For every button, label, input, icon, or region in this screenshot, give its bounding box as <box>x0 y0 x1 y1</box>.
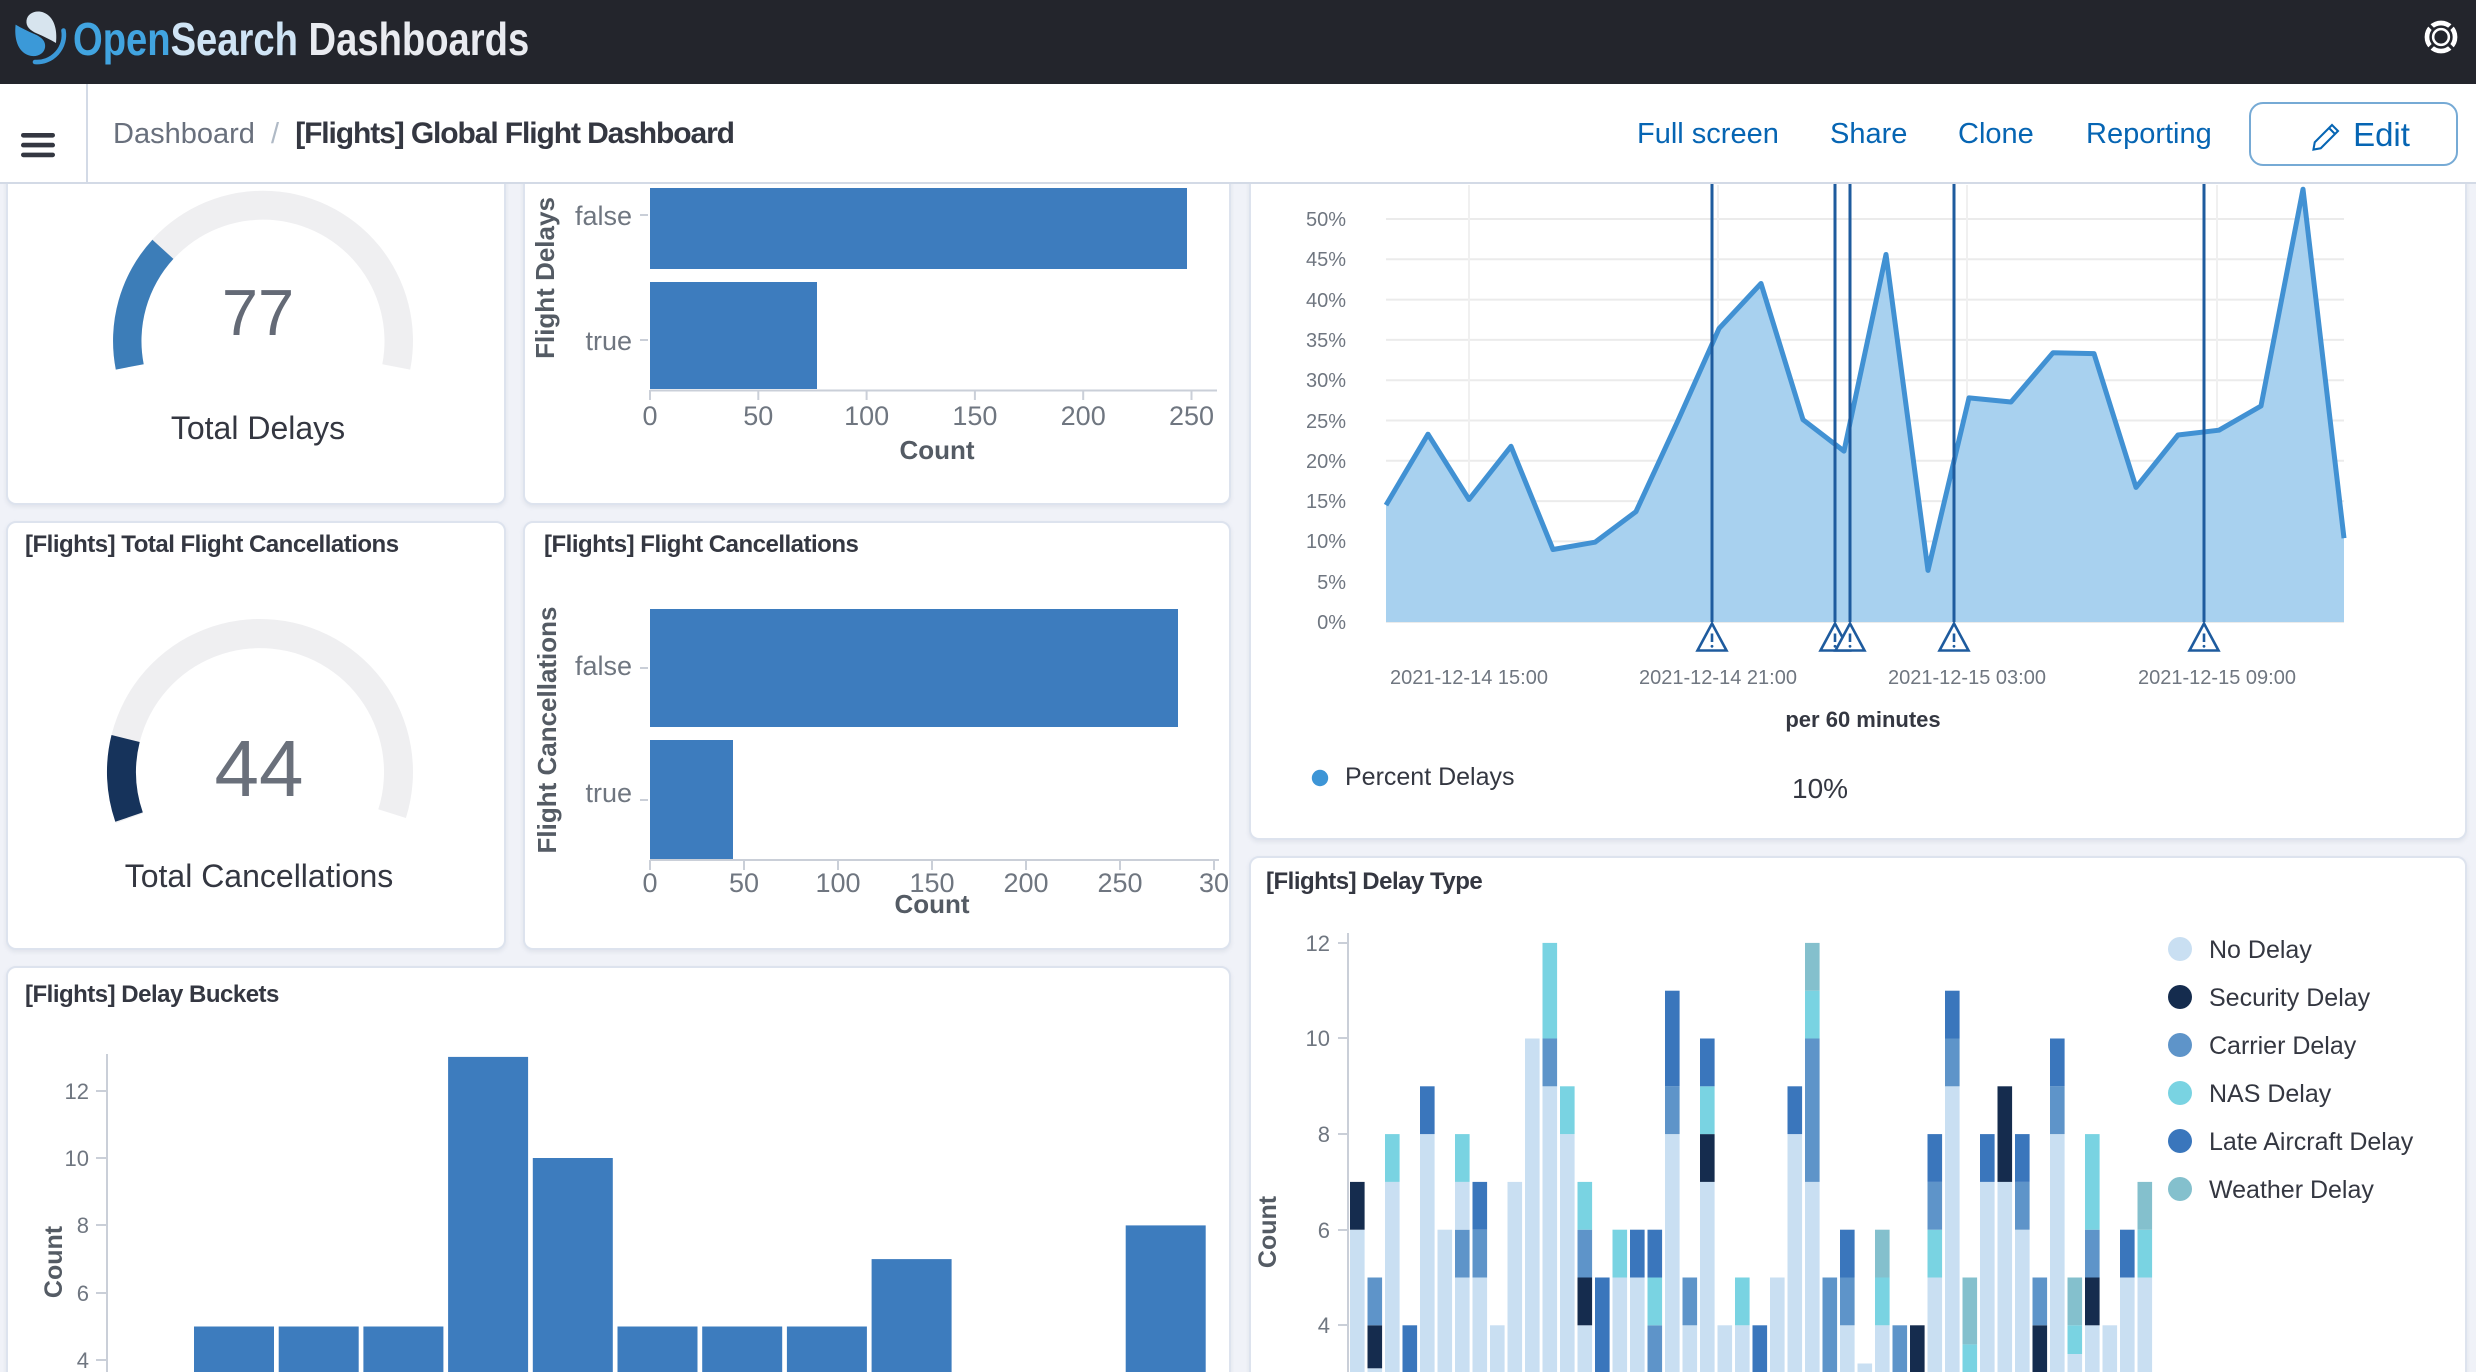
svg-text:30: 30 <box>1199 868 1229 898</box>
svg-text:15%: 15% <box>1306 491 1346 513</box>
svg-text:10%: 10% <box>1792 773 1848 804</box>
svg-text:Count: Count <box>894 889 969 919</box>
svg-text:Weather Delay: Weather Delay <box>2209 1176 2374 1204</box>
svg-text:77: 77 <box>222 276 294 349</box>
svg-text:25%: 25% <box>1306 411 1346 433</box>
svg-text:2021-12-15 09:00: 2021-12-15 09:00 <box>2138 667 2296 689</box>
svg-text:8: 8 <box>77 1213 89 1238</box>
svg-text:150: 150 <box>952 401 997 431</box>
svg-text:50: 50 <box>729 868 759 898</box>
svg-text:10: 10 <box>1306 1026 1330 1051</box>
svg-text:Flight Delays: Flight Delays <box>530 197 560 359</box>
svg-text:200: 200 <box>1061 401 1106 431</box>
svg-text:0: 0 <box>642 401 657 431</box>
svg-text:2021-12-14 15:00: 2021-12-14 15:00 <box>1390 667 1548 689</box>
svg-text:Total Cancellations: Total Cancellations <box>125 858 394 894</box>
svg-text:8: 8 <box>1318 1122 1330 1147</box>
svg-text:20%: 20% <box>1306 451 1346 473</box>
svg-text:Security Delay: Security Delay <box>2209 984 2371 1012</box>
svg-text:10: 10 <box>65 1146 89 1171</box>
svg-text:250: 250 <box>1097 868 1142 898</box>
svg-text:2021-12-14 21:00: 2021-12-14 21:00 <box>1639 667 1797 689</box>
svg-text:40%: 40% <box>1306 290 1346 312</box>
svg-text:true: true <box>585 778 632 808</box>
svg-text:2021-12-15 03:00: 2021-12-15 03:00 <box>1888 667 2046 689</box>
svg-text:4: 4 <box>1318 1313 1330 1338</box>
svg-text:30%: 30% <box>1306 370 1346 392</box>
svg-text:100: 100 <box>844 401 889 431</box>
svg-text:150: 150 <box>909 868 954 898</box>
svg-text:44: 44 <box>215 724 304 813</box>
svg-text:NAS Delay: NAS Delay <box>2209 1080 2332 1108</box>
svg-text:Count: Count <box>40 1225 68 1298</box>
svg-text:50: 50 <box>743 401 773 431</box>
svg-text:per 60 minutes: per 60 minutes <box>1785 707 1940 732</box>
svg-text:6: 6 <box>77 1281 89 1306</box>
svg-text:false: false <box>575 651 632 681</box>
svg-text:100: 100 <box>815 868 860 898</box>
svg-text:Flight Cancellations: Flight Cancellations <box>532 606 562 853</box>
svg-text:Late Aircraft Delay: Late Aircraft Delay <box>2209 1128 2414 1156</box>
svg-text:0: 0 <box>642 868 657 898</box>
svg-text:0%: 0% <box>1317 612 1346 634</box>
svg-text:Count: Count <box>899 435 974 465</box>
svg-text:12: 12 <box>65 1079 89 1104</box>
svg-text:250: 250 <box>1169 401 1214 431</box>
svg-text:5%: 5% <box>1317 572 1346 594</box>
svg-text:Total Delays: Total Delays <box>171 410 345 446</box>
svg-text:10%: 10% <box>1306 531 1346 553</box>
svg-text:50%: 50% <box>1306 209 1346 231</box>
svg-text:Carrier Delay: Carrier Delay <box>2209 1032 2357 1060</box>
svg-text:Count: Count <box>1254 1195 1282 1268</box>
svg-text:No Delay: No Delay <box>2209 936 2312 964</box>
svg-text:true: true <box>585 326 632 356</box>
svg-text:4: 4 <box>77 1348 89 1372</box>
svg-text:false: false <box>575 201 632 231</box>
svg-text:35%: 35% <box>1306 330 1346 352</box>
svg-text:200: 200 <box>1003 868 1048 898</box>
svg-text:45%: 45% <box>1306 249 1346 271</box>
svg-text:12: 12 <box>1306 931 1330 956</box>
svg-text:6: 6 <box>1318 1218 1330 1243</box>
svg-text:Percent Delays: Percent Delays <box>1345 763 1515 791</box>
